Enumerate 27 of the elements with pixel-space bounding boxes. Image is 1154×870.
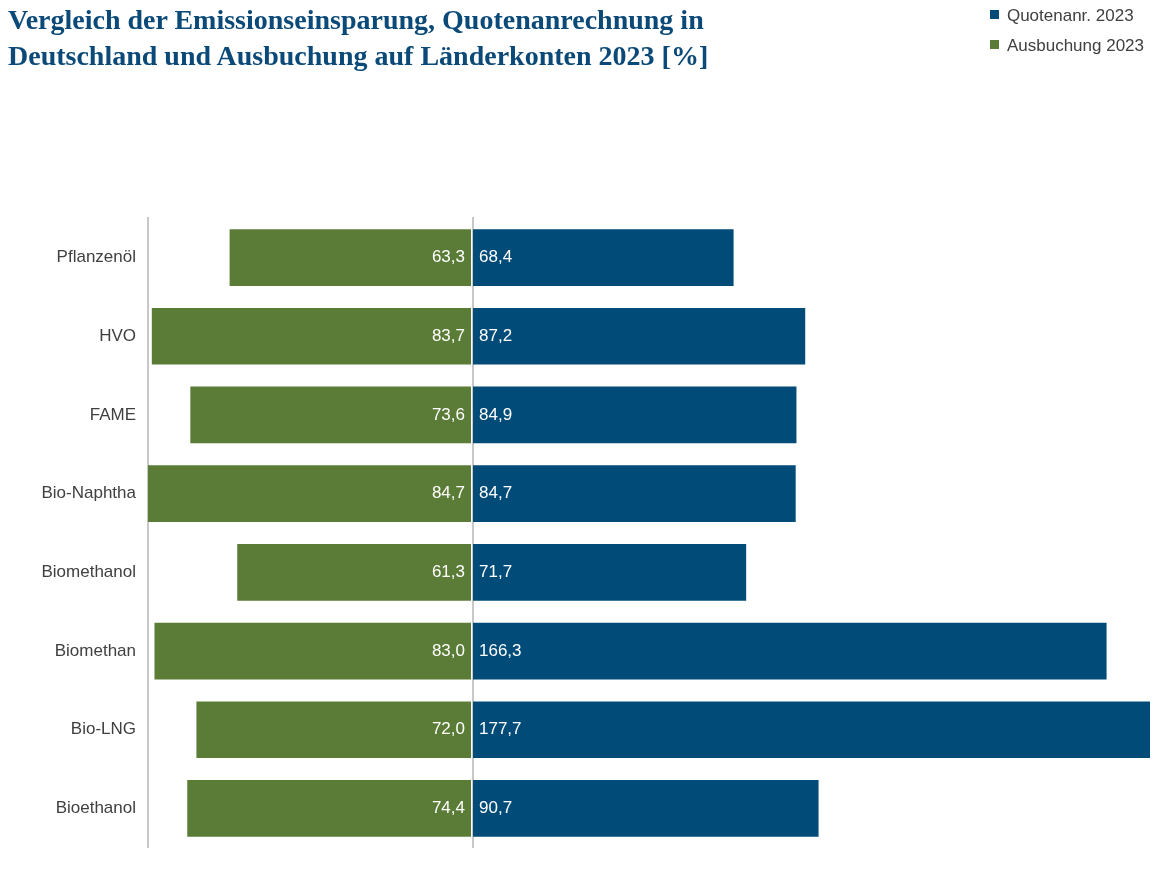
y-tick-label: Biomethanol <box>41 562 136 582</box>
data-label: 73,6 <box>431 404 465 424</box>
data-label: 87,2 <box>479 325 513 345</box>
data-label: 166,3 <box>479 640 522 660</box>
data-label: 74,4 <box>431 798 465 818</box>
y-tick-label: Pflanzenöl <box>56 247 136 267</box>
data-label: 84,9 <box>479 404 513 424</box>
y-tick-label: Bioethanol <box>55 798 136 818</box>
y-tick-label: FAME <box>89 404 136 424</box>
data-label: 90,7 <box>479 798 513 818</box>
y-tick-label: Bio-LNG <box>70 719 136 739</box>
data-label: 83,0 <box>431 640 465 660</box>
data-label: 177,7 <box>479 719 522 739</box>
data-label: 83,7 <box>431 325 465 345</box>
legend-label: Quotenanr. 2023 <box>1006 6 1134 25</box>
y-tick-label: Biomethan <box>54 640 136 660</box>
data-label: 84,7 <box>479 483 513 503</box>
y-tick-label: HVO <box>99 325 136 345</box>
y-tick-label: Bio-Naphtha <box>41 483 137 503</box>
data-label: 63,3 <box>431 247 465 267</box>
data-label: 84,7 <box>431 483 465 503</box>
legend-label: Ausbuchung 2023 <box>1006 36 1144 55</box>
data-label: 72,0 <box>431 719 465 739</box>
chart-title: Vergleich der Emissionseinsparung, Quotenanrechnung in Deutschland und Ausbuchung auf Länderkonten 2023 [%] <box>8 3 710 73</box>
data-label: 71,7 <box>479 562 513 582</box>
data-label: 68,4 <box>479 247 513 267</box>
data-label: 61,3 <box>431 562 465 582</box>
